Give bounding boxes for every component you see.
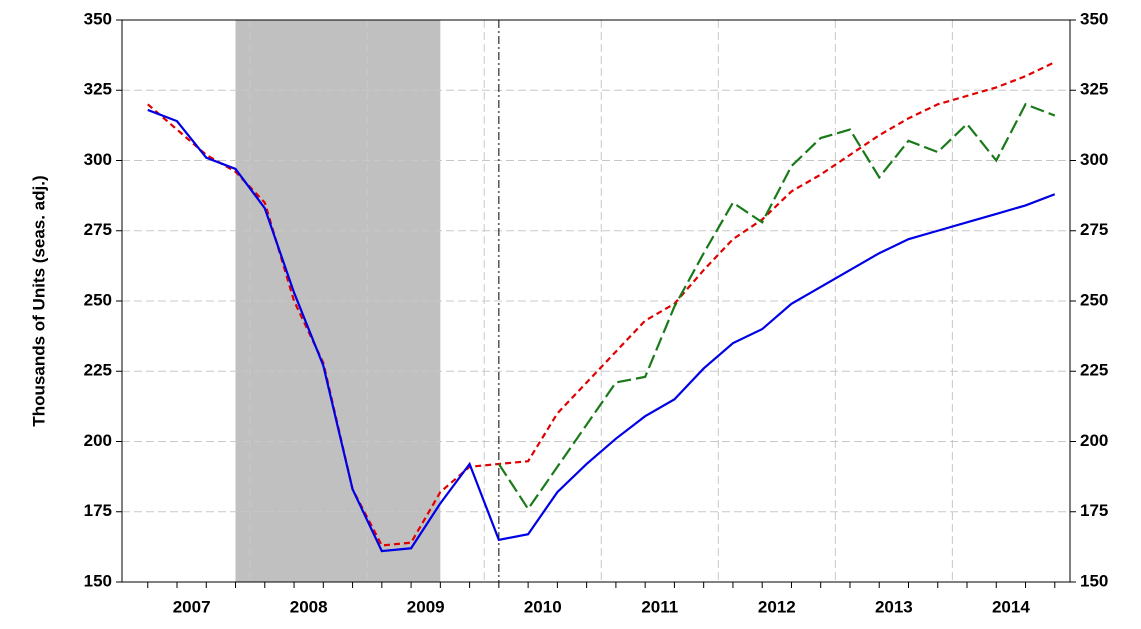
- x-tick-label: 2012: [758, 597, 796, 616]
- y-tick-label: 225: [84, 361, 112, 380]
- x-tick-label: 2011: [641, 597, 678, 616]
- y-tick-label: 275: [84, 220, 112, 239]
- y-tick-label: 175: [84, 501, 112, 520]
- y2-tick-label: 225: [1080, 361, 1108, 380]
- y-axis-label: Thousands of Units (seas. adj.): [29, 175, 48, 426]
- y-tick-label: 300: [84, 150, 112, 169]
- y-tick-label: 325: [84, 80, 112, 99]
- y2-tick-label: 250: [1080, 290, 1108, 309]
- y2-tick-label: 300: [1080, 150, 1108, 169]
- y2-tick-label: 175: [1080, 501, 1108, 520]
- x-tick-label: 2014: [992, 597, 1030, 616]
- y-tick-label: 200: [84, 431, 112, 450]
- y-tick-label: 350: [84, 9, 112, 28]
- y2-tick-label: 325: [1080, 80, 1108, 99]
- x-tick-label: 2010: [524, 597, 562, 616]
- x-tick-label: 2008: [290, 597, 328, 616]
- x-tick-label: 2007: [173, 597, 211, 616]
- y2-tick-label: 200: [1080, 431, 1108, 450]
- y2-tick-label: 350: [1080, 9, 1108, 28]
- series-line: [497, 102, 1056, 511]
- y-tick-label: 250: [84, 290, 112, 309]
- y2-tick-label: 150: [1080, 571, 1108, 590]
- y2-tick-label: 275: [1080, 220, 1108, 239]
- series-line: [147, 108, 1056, 553]
- x-tick-label: 2009: [407, 597, 445, 616]
- plot-frame: [121, 19, 1071, 583]
- y-tick-label: 150: [84, 571, 112, 590]
- x-tick-label: 2013: [875, 597, 913, 616]
- series-line: [147, 61, 1056, 547]
